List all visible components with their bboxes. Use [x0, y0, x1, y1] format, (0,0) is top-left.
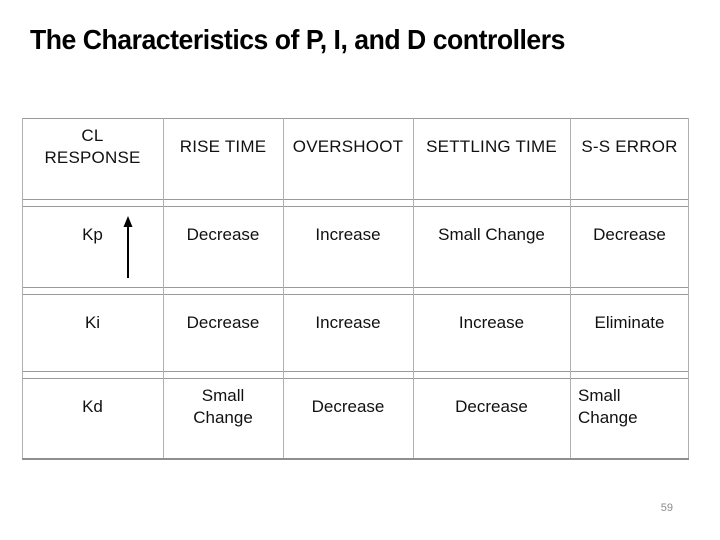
up-arrow-icon: [123, 216, 133, 278]
row-label-kp: Kp: [22, 207, 163, 278]
table-cell: Decrease: [186, 313, 260, 333]
table-cell: Decrease: [593, 225, 666, 245]
table-row-kd: Kd Small Change Decrease Decrease Small …: [22, 378, 689, 460]
column-header-rise-time: RISE TIME: [179, 137, 267, 157]
table-cell: Decrease: [455, 397, 528, 417]
table-header-row: CL RESPONSE RISE TIME OVERSHOOT SETTLING…: [22, 118, 689, 200]
table-cell: Increase: [315, 225, 381, 245]
table-vertical-rule: [283, 118, 284, 458]
table-vertical-rule: [22, 118, 23, 458]
table-row-ki: Ki Decrease Increase Increase Eliminate: [22, 294, 689, 372]
table-vertical-rule: [570, 118, 571, 458]
table-cell: Eliminate: [594, 313, 665, 333]
column-header-cl-response: CL RESPONSE: [44, 126, 141, 167]
table-cell: Small Change: [193, 386, 253, 427]
table-vertical-rule: [688, 118, 689, 458]
table-cell: Decrease: [186, 225, 260, 245]
column-header-overshoot: OVERSHOOT: [292, 137, 404, 157]
page-number: 59: [660, 502, 673, 514]
column-header-ss-error: S-S ERROR: [581, 137, 678, 157]
table-cell: Increase: [315, 313, 381, 333]
table-vertical-rule: [413, 118, 414, 458]
kp-label: Kp: [82, 225, 103, 245]
slide-title: The Characteristics of P, I, and D contr…: [30, 24, 565, 55]
column-header-settling-time: SETTLING TIME: [426, 137, 557, 157]
pid-characteristics-table: CL RESPONSE RISE TIME OVERSHOOT SETTLING…: [22, 118, 689, 460]
table-vertical-rule: [163, 118, 164, 458]
row-label-kd: Kd: [82, 397, 103, 417]
table-cell: Increase: [458, 313, 525, 333]
table-cell: Small Change: [578, 386, 638, 427]
row-label-ki: Ki: [84, 313, 101, 333]
table-row-kp: Kp Decrease Increase Small Change Decrea…: [22, 206, 689, 288]
table-cell: Decrease: [311, 397, 385, 417]
table-cell: Small Change: [438, 225, 545, 245]
